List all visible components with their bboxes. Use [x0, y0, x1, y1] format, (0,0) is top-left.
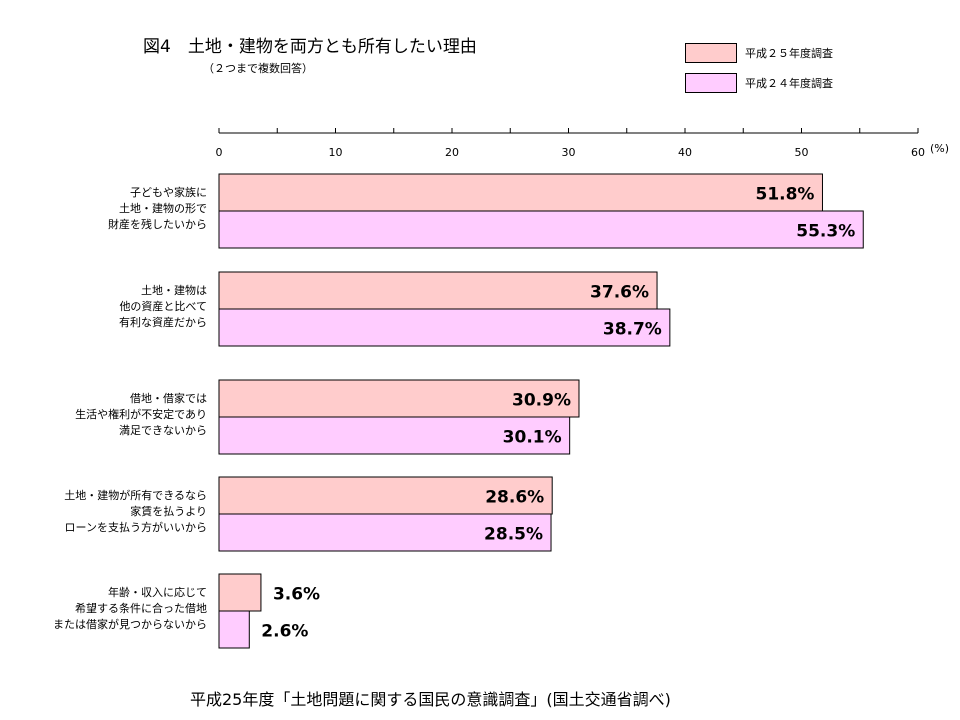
bar-value-label: 55.3%: [796, 222, 855, 242]
bar-value-label: 38.7%: [603, 320, 662, 340]
bar-h25: [218, 573, 262, 612]
category-label-line: 財産を残したいから: [108, 218, 207, 231]
category-label-line: 生活や権利が不安定であり: [75, 408, 207, 421]
category-label-line: 満足できないから: [119, 424, 207, 437]
bar-h24: [218, 308, 671, 347]
bar-h24: [218, 513, 552, 552]
bar-value-label: 28.5%: [484, 525, 543, 545]
category-label-line: または借家が見つからないから: [53, 618, 207, 631]
category-label: 土地・建物は他の資産と比べて 有利な資産だから: [2, 283, 207, 331]
bar-h25: [218, 379, 580, 418]
category-label-line: 借地・借家では: [130, 392, 207, 405]
legend-swatch-h24: [685, 73, 737, 93]
bar-value-label: 51.8%: [755, 185, 814, 205]
bar-value-label: 3.6%: [273, 585, 320, 605]
bar-value-label: 2.6%: [261, 622, 308, 642]
x-tick-label: 50: [795, 146, 809, 159]
category-label-line: 年齢・収入に応じて: [108, 586, 207, 599]
bar-h24: [218, 610, 250, 649]
legend-item-h25: 平成２５年度調査: [685, 43, 833, 63]
category-label-line: 土地・建物は: [141, 284, 207, 297]
legend-swatch-h25: [685, 43, 737, 63]
category-label-line: 希望する条件に合った借地: [75, 602, 207, 615]
x-tick-label: 40: [678, 146, 692, 159]
x-tick-label: 10: [329, 146, 343, 159]
legend-label-h24: 平成２４年度調査: [745, 77, 833, 90]
legend-label-h25: 平成２５年度調査: [745, 47, 833, 60]
x-tick-label: 60: [911, 146, 925, 159]
chart-title: 図4 土地・建物を両方とも所有したい理由: [143, 37, 477, 57]
x-tick-label: 0: [216, 146, 223, 159]
x-tick-label: 30: [562, 146, 576, 159]
bar-h25: [218, 271, 658, 310]
bar-h24: [218, 416, 571, 455]
category-label-line: 土地・建物の形で: [119, 202, 207, 215]
category-label-line: 他の資産と比べて: [119, 300, 207, 313]
category-label-line: ローンを支払う方がいいから: [64, 521, 207, 534]
category-label: 借地・借家では生活や権利が不安定であり満足できないから: [2, 391, 207, 439]
category-label: 土地・建物が所有できるなら家賃を払うよりローンを支払う方がいいから: [2, 488, 207, 536]
bar-h25: [218, 476, 553, 515]
x-axis-unit-label: (%): [930, 142, 949, 155]
bar-value-label: 30.1%: [503, 428, 562, 448]
source-footer: 平成25年度「土地問題に関する国民の意識調査」(国土交通省調べ): [190, 690, 671, 709]
category-label-line: 子どもや家族に: [130, 186, 207, 199]
category-label-line: 有利な資産だから: [119, 316, 207, 329]
category-label: 子どもや家族に土地・建物の形で財産を残したいから: [2, 185, 207, 233]
x-tick-label: 20: [445, 146, 459, 159]
bar-h25: [218, 173, 823, 212]
bar-value-label: 37.6%: [590, 283, 649, 303]
category-label-line: 土地・建物が所有できるなら: [64, 489, 207, 502]
legend-item-h24: 平成２４年度調査: [685, 73, 833, 93]
bar-h24: [218, 210, 864, 249]
category-label: 年齢・収入に応じて希望する条件に合った借地または借家が見つからないから: [2, 585, 207, 633]
category-label-line: 家賃を払うより: [130, 505, 207, 518]
bar-value-label: 30.9%: [512, 391, 571, 411]
chart-subtitle: （２つまで複数回答）: [203, 62, 313, 75]
bar-value-label: 28.6%: [485, 488, 544, 508]
